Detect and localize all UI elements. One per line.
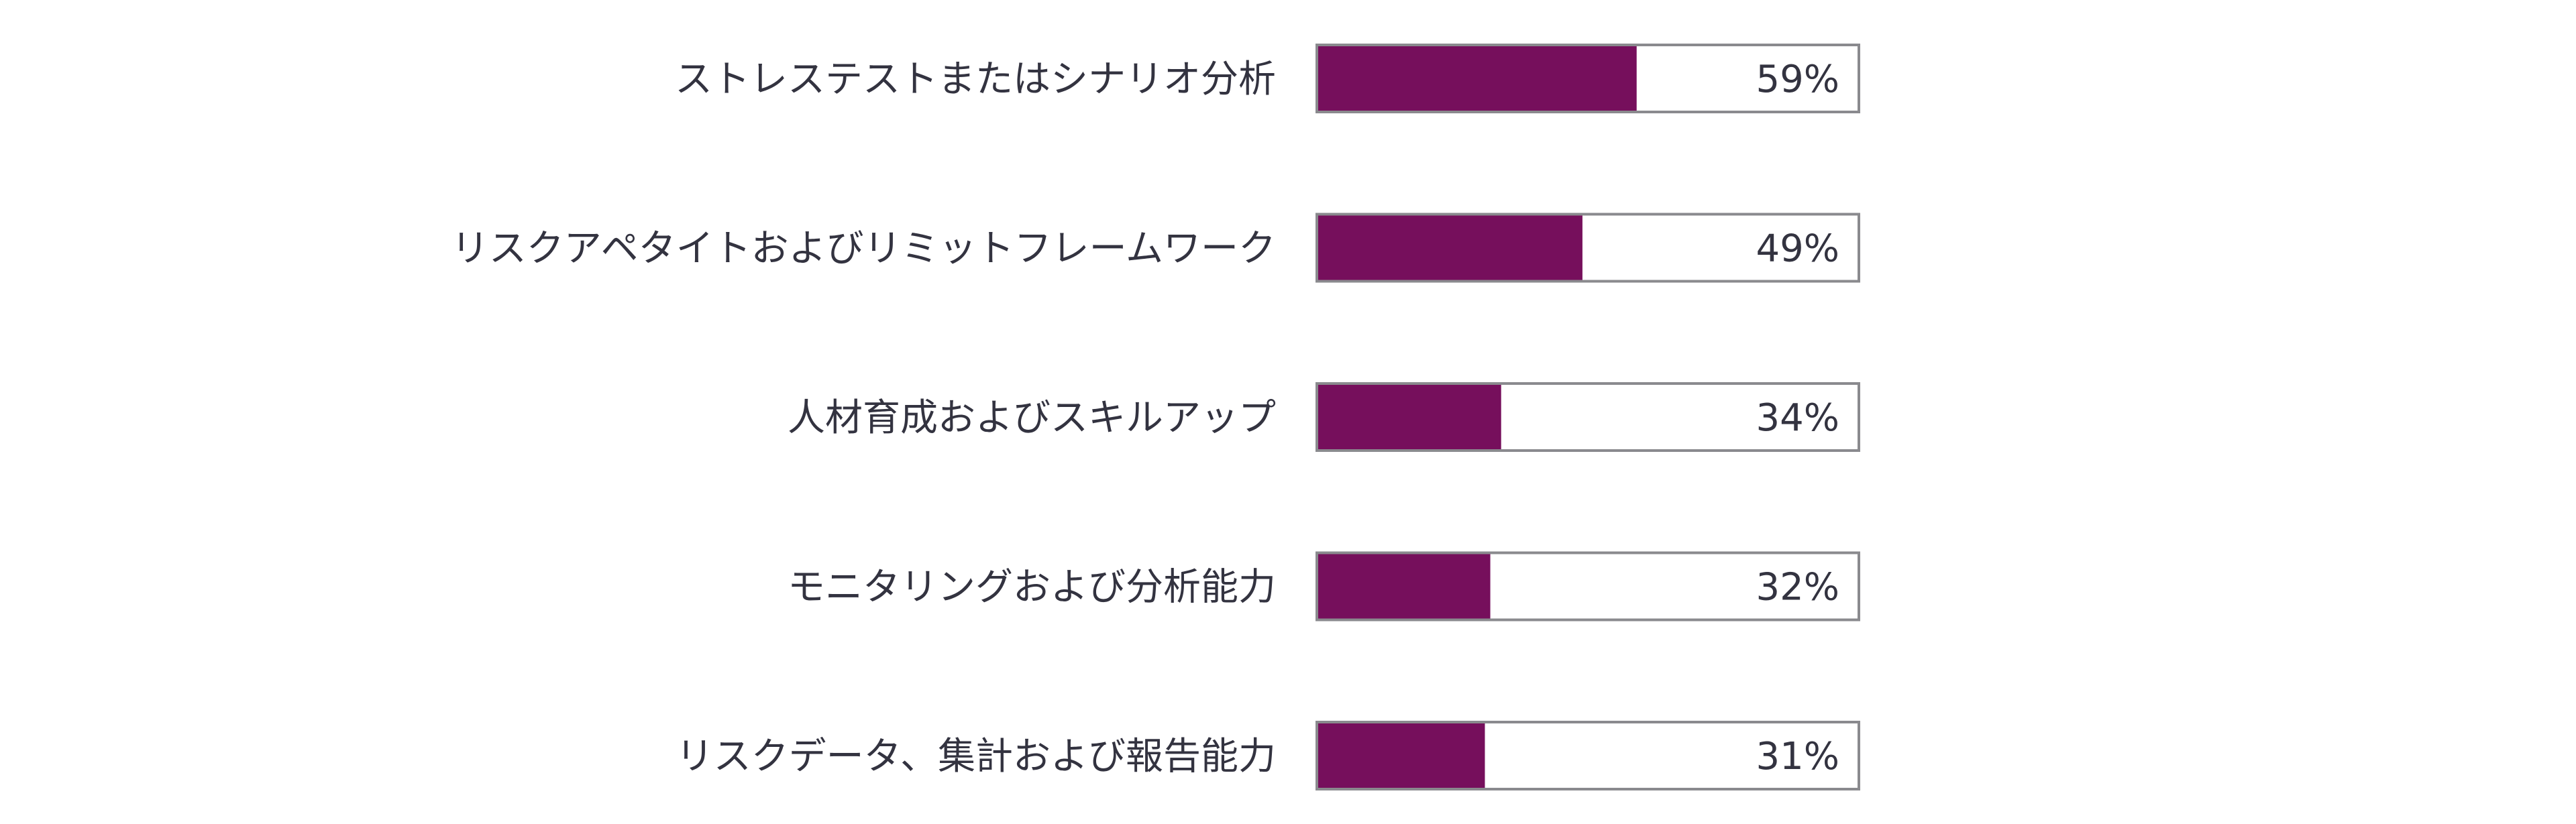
bar [1317, 45, 1637, 112]
value-label: 32% [1756, 566, 1839, 609]
value-label: 59% [1756, 58, 1839, 101]
value-label: 49% [1756, 227, 1839, 271]
bar-row: モニタリングおよび分析能力 32% [788, 551, 1860, 622]
category-label: リスクデータ、集計および報告能力 [676, 735, 1276, 778]
value-label: 34% [1756, 396, 1839, 440]
bar-track [1316, 551, 1860, 622]
category-label: リスクアペタイトおよびリミットフレームワーク [451, 227, 1276, 271]
bar [1317, 552, 1491, 620]
category-label: ストレステストまたはシナリオ分析 [675, 58, 1276, 101]
bar [1317, 384, 1501, 451]
category-label: 人材育成およびスキルアップ [788, 396, 1276, 440]
bar [1317, 214, 1582, 282]
value-label: 31% [1756, 735, 1839, 778]
bar [1317, 722, 1485, 789]
bar-track [1316, 213, 1860, 283]
bar-row: ストレステストまたはシナリオ分析 59% [675, 44, 1860, 113]
bar-track [1316, 721, 1860, 790]
bar-row: リスクアペタイトおよびリミットフレームワーク 49% [451, 213, 1860, 283]
bar-track [1316, 382, 1860, 452]
bar-row: 人材育成およびスキルアップ 34% [788, 382, 1860, 452]
bar-row: リスクデータ、集計および報告能力 31% [676, 721, 1860, 790]
bar-track [1316, 44, 1860, 113]
category-label: モニタリングおよび分析能力 [788, 566, 1276, 609]
